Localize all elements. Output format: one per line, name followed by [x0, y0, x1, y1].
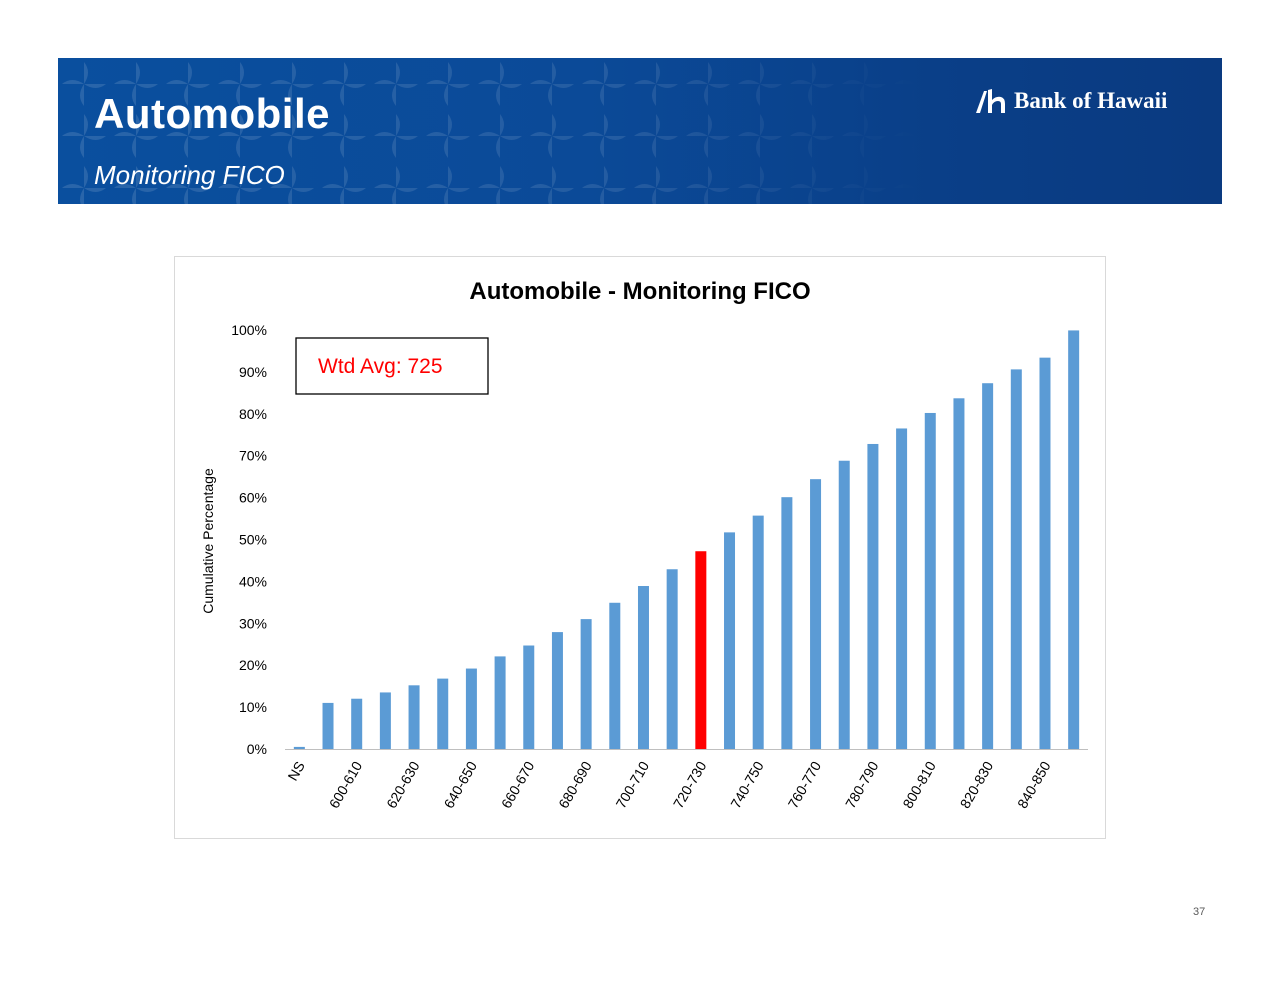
- bar: [379, 692, 391, 749]
- x-tick-label: NS: [284, 759, 308, 784]
- banner-pattern: [58, 58, 1222, 204]
- bar: [523, 645, 535, 749]
- bar: [1068, 330, 1080, 749]
- bar: [781, 497, 793, 749]
- x-tick-label: 660-670: [498, 758, 538, 811]
- bar: [293, 746, 305, 749]
- bar: [551, 632, 563, 749]
- bar: [666, 569, 678, 749]
- x-tick-label: 740-750: [727, 758, 767, 811]
- y-tick-label: 80%: [239, 406, 267, 422]
- y-tick-label: 30%: [239, 615, 267, 631]
- y-tick-label: 50%: [239, 532, 267, 548]
- bar: [724, 532, 736, 749]
- page-number: 37: [1193, 906, 1206, 918]
- bank-logo-icon: [976, 89, 1005, 113]
- bar: [494, 656, 506, 749]
- bar: [838, 460, 850, 749]
- bank-logo: Bank of Hawaii: [974, 86, 1167, 116]
- chart-title: Automobile - Monitoring FICO: [469, 278, 810, 305]
- page-subtitle: Monitoring FICO: [94, 160, 285, 190]
- x-tick-label: 640-650: [440, 758, 480, 811]
- x-tick-label: 720-730: [670, 758, 710, 811]
- title-banner: Automobile Monitoring FICO Bank of Hawai…: [58, 58, 1222, 204]
- x-tick-label: 840-850: [1014, 758, 1054, 811]
- y-tick-label: 70%: [239, 448, 267, 464]
- x-tick-label: 800-810: [899, 758, 939, 811]
- y-tick-label: 0%: [247, 741, 267, 757]
- chart-container: Automobile - Monitoring FICO 0% 10% 20% 30%…: [174, 256, 1106, 839]
- bar-series: [293, 330, 1080, 749]
- x-axis-ticks: NS 600-610 620-630 640-650 660-670 680-690 700…: [284, 758, 1053, 811]
- annotation-box: [295, 337, 489, 395]
- y-tick-label: 90%: [239, 364, 267, 380]
- x-tick-label: 820-830: [957, 758, 997, 811]
- wtd-avg-annotation: Wtd Avg: 725: [318, 355, 443, 378]
- x-tick-label: 620-630: [383, 758, 423, 811]
- y-tick-label: 60%: [239, 490, 267, 506]
- bar: [953, 398, 965, 749]
- bar: [580, 619, 592, 749]
- x-tick-label: 760-770: [785, 758, 825, 811]
- highlighted-bar: [695, 551, 707, 749]
- x-tick-label: 700-710: [613, 758, 653, 811]
- bar: [465, 668, 477, 749]
- bar: [752, 515, 764, 749]
- y-tick-label: 10%: [239, 699, 267, 715]
- bar: [867, 443, 879, 749]
- bar: [351, 698, 363, 749]
- bar: [810, 479, 822, 749]
- page-title: Automobile: [94, 90, 330, 137]
- y-axis-label: Cumulative Percentage: [200, 468, 216, 614]
- x-tick-label: 600-610: [326, 758, 366, 811]
- y-axis-ticks: 0% 10% 20% 30% 40% 50% 60% 70% 80% 90% 100%: [231, 322, 267, 757]
- bar: [322, 702, 334, 749]
- x-tick-label: 680-690: [555, 758, 595, 811]
- bar: [437, 678, 449, 749]
- bar: [637, 586, 649, 749]
- y-tick-label: 100%: [231, 322, 267, 338]
- bar: [408, 685, 420, 749]
- cumulative-fico-chart: Automobile - Monitoring FICO 0% 10% 20% 30%…: [200, 278, 1088, 811]
- y-tick-label: 40%: [239, 573, 267, 589]
- bar: [1010, 369, 1022, 749]
- bank-logo-text: Bank of Hawaii: [1014, 88, 1168, 113]
- bar: [896, 428, 908, 749]
- bar: [609, 602, 621, 749]
- bar: [1039, 357, 1051, 749]
- y-tick-label: 20%: [239, 657, 267, 673]
- bar: [924, 412, 936, 749]
- x-tick-label: 780-790: [842, 758, 882, 811]
- bar: [982, 383, 994, 749]
